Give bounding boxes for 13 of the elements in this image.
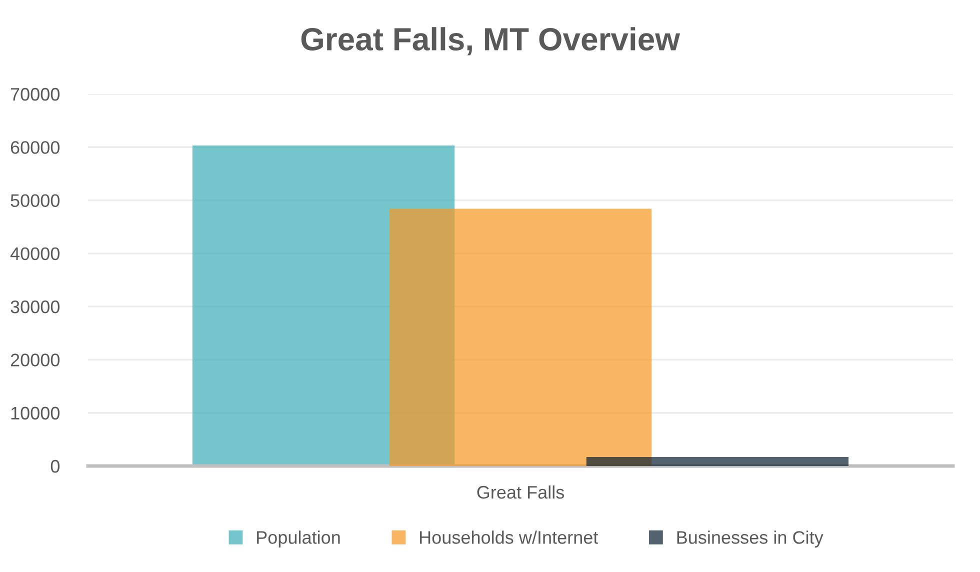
y-tick-label: 50000 [10,194,60,208]
y-tick-label: 40000 [10,247,60,260]
y-tick-label: 20000 [10,354,60,366]
y-tick-label: 0 [50,460,60,473]
legend-label: Households w/Internet [420,530,598,544]
y-tick-label: 70000 [10,88,60,101]
legend-label: Businesses in City [677,530,824,548]
legend-label: Population [257,530,340,548]
chart-title: Great Falls, MT Overview [301,27,680,56]
y-tick-label: 10000 [11,406,60,420]
x-tick-label: Great Falls [477,485,564,499]
y-tick-label: 60000 [10,141,60,154]
y-tick-label: 30000 [10,300,60,314]
